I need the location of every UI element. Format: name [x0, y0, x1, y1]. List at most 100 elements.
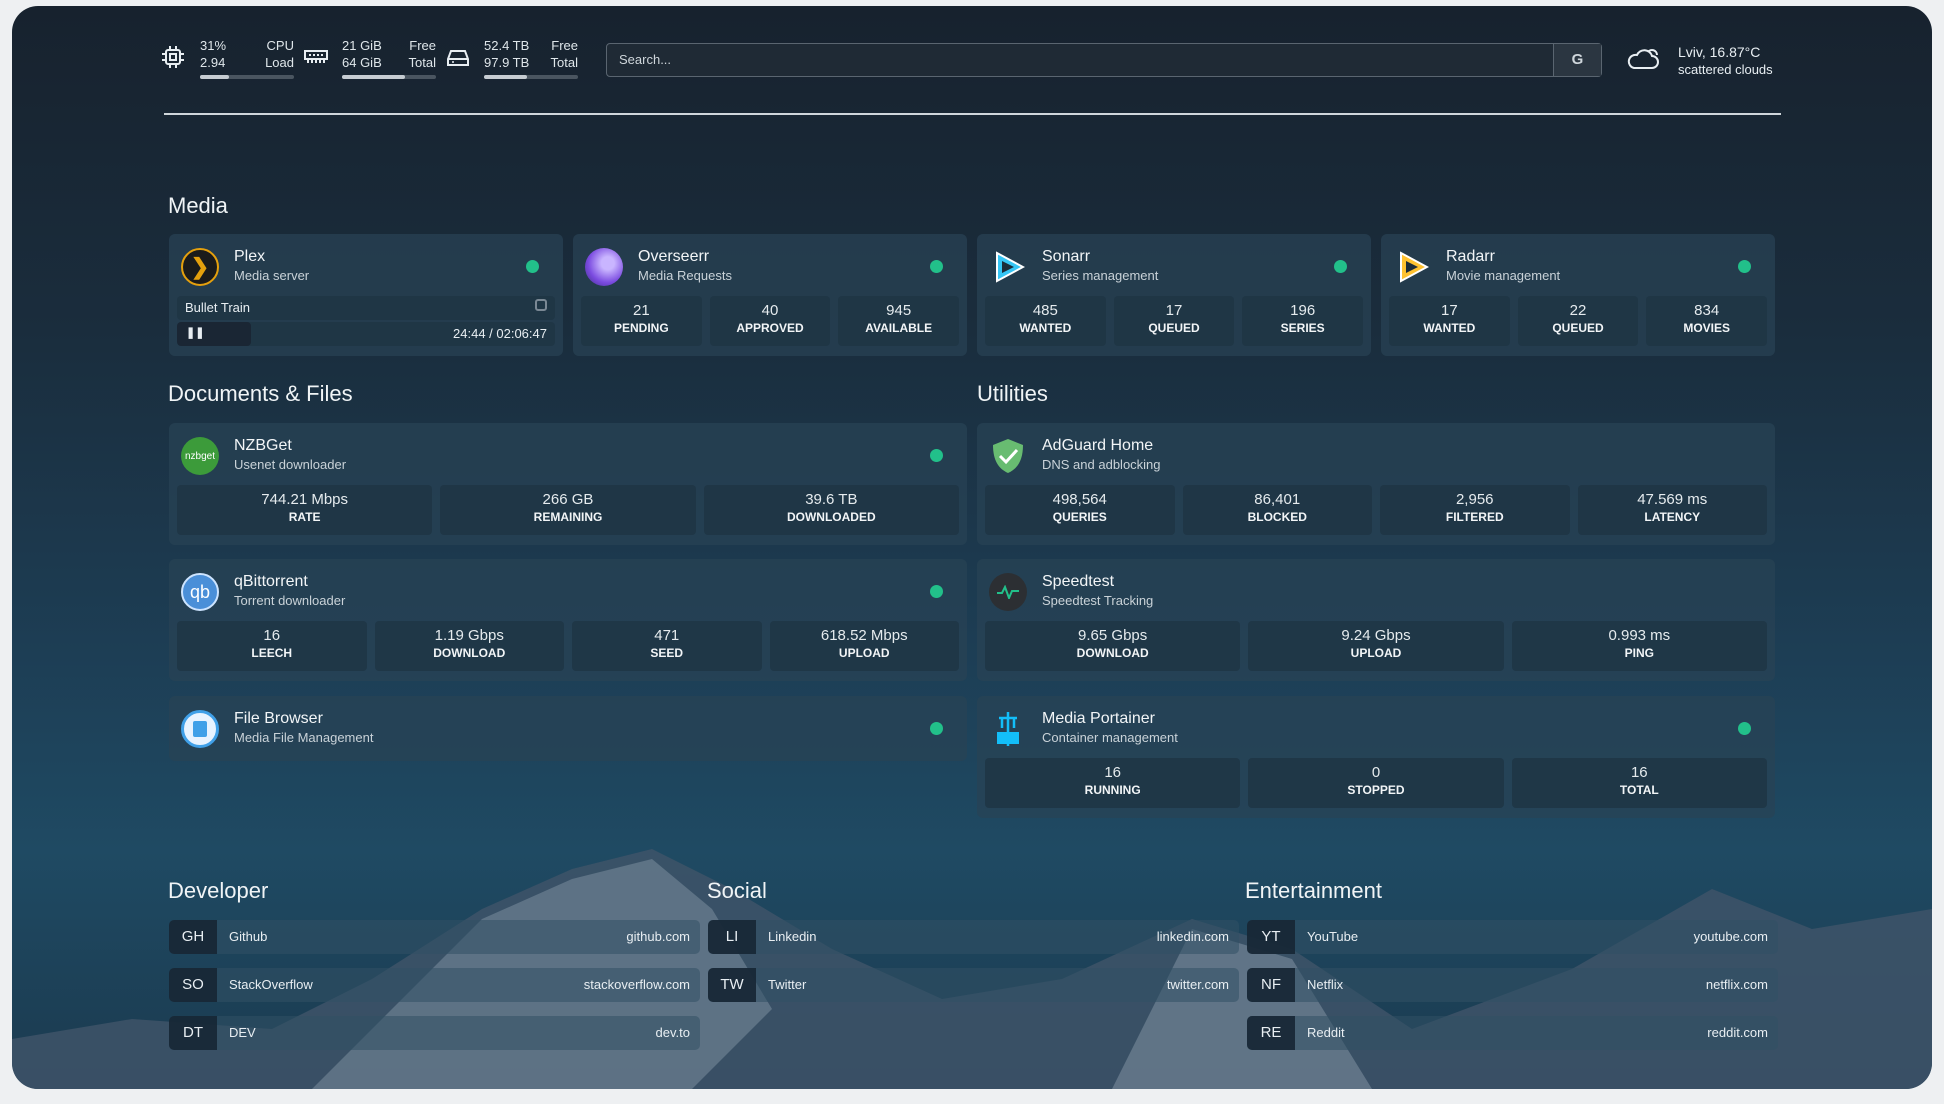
bookmark-stackoverflow[interactable]: SO StackOverflow stackoverflow.com: [169, 968, 700, 1002]
service-subtitle: Movie management: [1446, 268, 1561, 283]
stat-box: 618.52 Mbps UPLOAD: [769, 621, 959, 671]
total-label: Total: [550, 55, 578, 70]
bookmark-linkedin[interactable]: LI Linkedin linkedin.com: [708, 920, 1239, 954]
status-indicator: [930, 722, 943, 735]
service-card-sonarr[interactable]: Sonarr Series management 485 WANTED 17 QUEUED…: [977, 234, 1371, 356]
stat-label: QUEUED: [1148, 321, 1200, 335]
stat-label: WANTED: [1019, 321, 1072, 335]
bookmark-youtube[interactable]: YT YouTube youtube.com: [1247, 920, 1778, 954]
stat-label: WANTED: [1423, 321, 1476, 335]
section-title-social: Social: [707, 878, 767, 903]
bookmark-twitter[interactable]: TW Twitter twitter.com: [708, 968, 1239, 1002]
search-engine-button[interactable]: G: [1553, 44, 1601, 76]
stat-label: RATE: [288, 510, 321, 524]
service-card-file-browser[interactable]: File Browser Media File Management: [169, 696, 967, 761]
service-title: Sonarr: [1042, 248, 1091, 265]
service-subtitle: Media File Management: [234, 730, 374, 745]
stats-row: 498,564 QUERIES 86,401 BLOCKED 2,956 FILTERED…: [985, 485, 1767, 535]
stats-row: 485 WANTED 17 QUEUED 196 SERIES: [985, 296, 1364, 346]
stat-value: 0: [1371, 764, 1381, 781]
disk-free: 52.4 TB: [484, 38, 530, 53]
service-title: qBittorrent: [234, 573, 308, 590]
service-card-qbittorrent[interactable]: qb qBittorrent Torrent downloader 16 LEECH 1.…: [169, 559, 967, 681]
stat-value: 16: [1104, 764, 1121, 781]
stat-label: REMAINING: [533, 510, 603, 524]
stat-label: UPLOAD: [1350, 646, 1402, 660]
now-playing[interactable]: Bullet Train: [177, 296, 555, 320]
stat-label: QUERIES: [1052, 510, 1107, 524]
stat-label: FILTERED: [1445, 510, 1504, 524]
service-title: Overseerr: [638, 248, 710, 265]
stat-box: 485 WANTED: [985, 296, 1106, 346]
playback-time: 24:44 / 02:06:47: [453, 326, 547, 341]
status-indicator: [930, 260, 943, 273]
bookmark-netflix[interactable]: NF Netflix netflix.com: [1247, 968, 1778, 1002]
section-title-media: Media: [168, 193, 228, 218]
memory-total: 64 GiB: [342, 55, 382, 70]
service-card-plex[interactable]: ❯ Plex Media server Bullet Train ❚❚ 24:44 …: [169, 234, 563, 356]
stat-box: 22 QUEUED: [1517, 296, 1639, 346]
status-indicator: [930, 449, 943, 462]
stat-label: DOWNLOAD: [1076, 646, 1149, 660]
stat-box: 86,401 BLOCKED: [1182, 485, 1372, 535]
stat-value: 485: [1032, 302, 1058, 319]
service-card-nzbget[interactable]: nzbget NZBGet Usenet downloader 744.21 Mbps…: [169, 423, 967, 545]
cpu-load: 2.94: [200, 55, 226, 70]
stats-row: 21 PENDING 40 APPROVED 945 AVAILABLE: [581, 296, 960, 346]
stats-row: 9.65 Gbps DOWNLOAD 9.24 Gbps UPLOAD 0.993 ms…: [985, 621, 1767, 671]
stat-box: 471 SEED: [572, 621, 762, 671]
service-card-adguard-home[interactable]: AdGuard Home DNS and adblocking 498,564 QUE…: [977, 423, 1775, 545]
bookmark-name: Twitter: [768, 977, 807, 992]
service-card-speedtest[interactable]: Speedtest Speedtest Tracking 9.65 Gbps DOWN…: [977, 559, 1775, 681]
stat-box: 196 SERIES: [1242, 296, 1364, 346]
bookmark-reddit[interactable]: RE Reddit reddit.com: [1247, 1016, 1778, 1050]
bookmark-abbr: GH: [169, 920, 217, 954]
media-icon: [535, 299, 547, 311]
memory-free: 21 GiB: [342, 38, 382, 53]
bookmark-name: YouTube: [1307, 929, 1359, 944]
service-title: Media Portainer: [1042, 710, 1155, 727]
playback-progress[interactable]: ❚❚ 24:44 / 02:06:47: [177, 322, 555, 346]
bookmark-abbr: TW: [708, 968, 756, 1002]
service-subtitle: DNS and adblocking: [1042, 457, 1161, 472]
stat-value: 2,956: [1455, 491, 1494, 508]
service-title: Plex: [234, 248, 266, 265]
service-subtitle: Media server: [234, 268, 310, 283]
weather-condition: scattered clouds: [1678, 62, 1773, 77]
bookmark-name: Linkedin: [768, 929, 817, 944]
bookmark-dev[interactable]: DT DEV dev.to: [169, 1016, 700, 1050]
load-label: Load: [265, 55, 294, 70]
stat-box: 2,956 FILTERED: [1380, 485, 1570, 535]
status-indicator: [1738, 260, 1751, 273]
stat-value: 86,401: [1254, 491, 1301, 508]
stat-value: 744.21 Mbps: [261, 491, 349, 508]
free-label: Free: [409, 38, 436, 53]
stat-box: 744.21 Mbps RATE: [177, 485, 433, 535]
bookmark-name: Github: [229, 929, 268, 944]
stat-box: 17 QUEUED: [1113, 296, 1235, 346]
bookmark-name: Reddit: [1307, 1025, 1345, 1040]
hard-drive-icon: [447, 49, 469, 72]
service-card-radarr[interactable]: Radarr Movie management 17 WANTED 22 QUEUED 83…: [1381, 234, 1775, 356]
cpu-stat: 31% 2.94 CPU Load: [200, 37, 294, 79]
stats-row: 17 WANTED 22 QUEUED 834 MOVIES: [1389, 296, 1768, 346]
stat-value: 47.569 ms: [1637, 491, 1708, 508]
bookmark-name: DEV: [229, 1025, 256, 1040]
stat-value: 17: [1440, 302, 1458, 319]
search-input[interactable]: Search... G: [606, 43, 1602, 77]
stat-box: 40 APPROVED: [709, 296, 831, 346]
pause-icon[interactable]: ❚❚: [186, 327, 205, 339]
service-card-overseerr[interactable]: Overseerr Media Requests 21 PENDING 40 APPROV…: [573, 234, 967, 356]
stat-value: 17: [1165, 302, 1183, 319]
section-title-entertainment: Entertainment: [1245, 878, 1382, 903]
stat-box: 16 TOTAL: [1511, 758, 1767, 808]
stat-label: PENDING: [613, 321, 669, 335]
service-title: Speedtest: [1042, 573, 1115, 590]
bookmark-github[interactable]: GH Github github.com: [169, 920, 700, 954]
stat-box: 0.993 ms PING: [1511, 621, 1767, 671]
service-card-media-portainer[interactable]: Media Portainer Container management 16 RUN…: [977, 696, 1775, 818]
free-label: Free: [551, 38, 578, 53]
bookmark-abbr: NF: [1247, 968, 1295, 1002]
stat-box: 498,564 QUERIES: [985, 485, 1175, 535]
bookmark-abbr: LI: [708, 920, 756, 954]
